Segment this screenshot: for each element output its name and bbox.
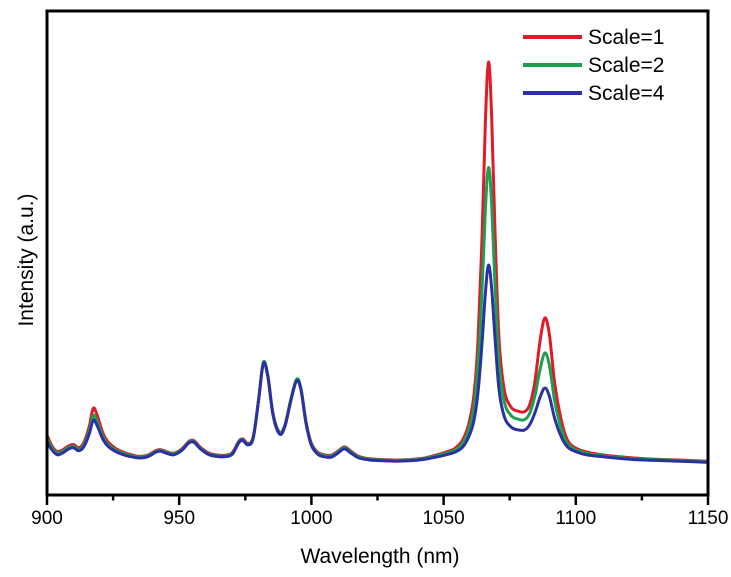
series-line-scale-4 <box>45 263 710 464</box>
y-axis-label: Intensity (a.u.) <box>15 193 38 326</box>
x-axis-ticks: 900 950 1000 1050 1100 1150 <box>31 495 728 529</box>
legend: Scale=1 Scale=2 Scale=4 <box>523 26 665 105</box>
x-tick-label: 1050 <box>422 508 464 529</box>
x-tick-label: 1000 <box>290 508 332 529</box>
legend-label-scale-4: Scale=4 <box>588 82 665 105</box>
x-tick-label: 1150 <box>688 508 729 529</box>
legend-label-scale-2: Scale=2 <box>588 54 664 77</box>
x-tick-label: 1100 <box>555 508 596 529</box>
series-curves <box>45 60 710 464</box>
series-line-scale-2 <box>45 165 710 464</box>
x-axis-label: Wavelength (nm) <box>300 545 459 568</box>
series-line-scale-1 <box>45 60 710 463</box>
x-tick-label: 950 <box>163 508 195 529</box>
legend-label-scale-1: Scale=1 <box>588 26 664 49</box>
x-tick-label: 900 <box>31 508 63 529</box>
